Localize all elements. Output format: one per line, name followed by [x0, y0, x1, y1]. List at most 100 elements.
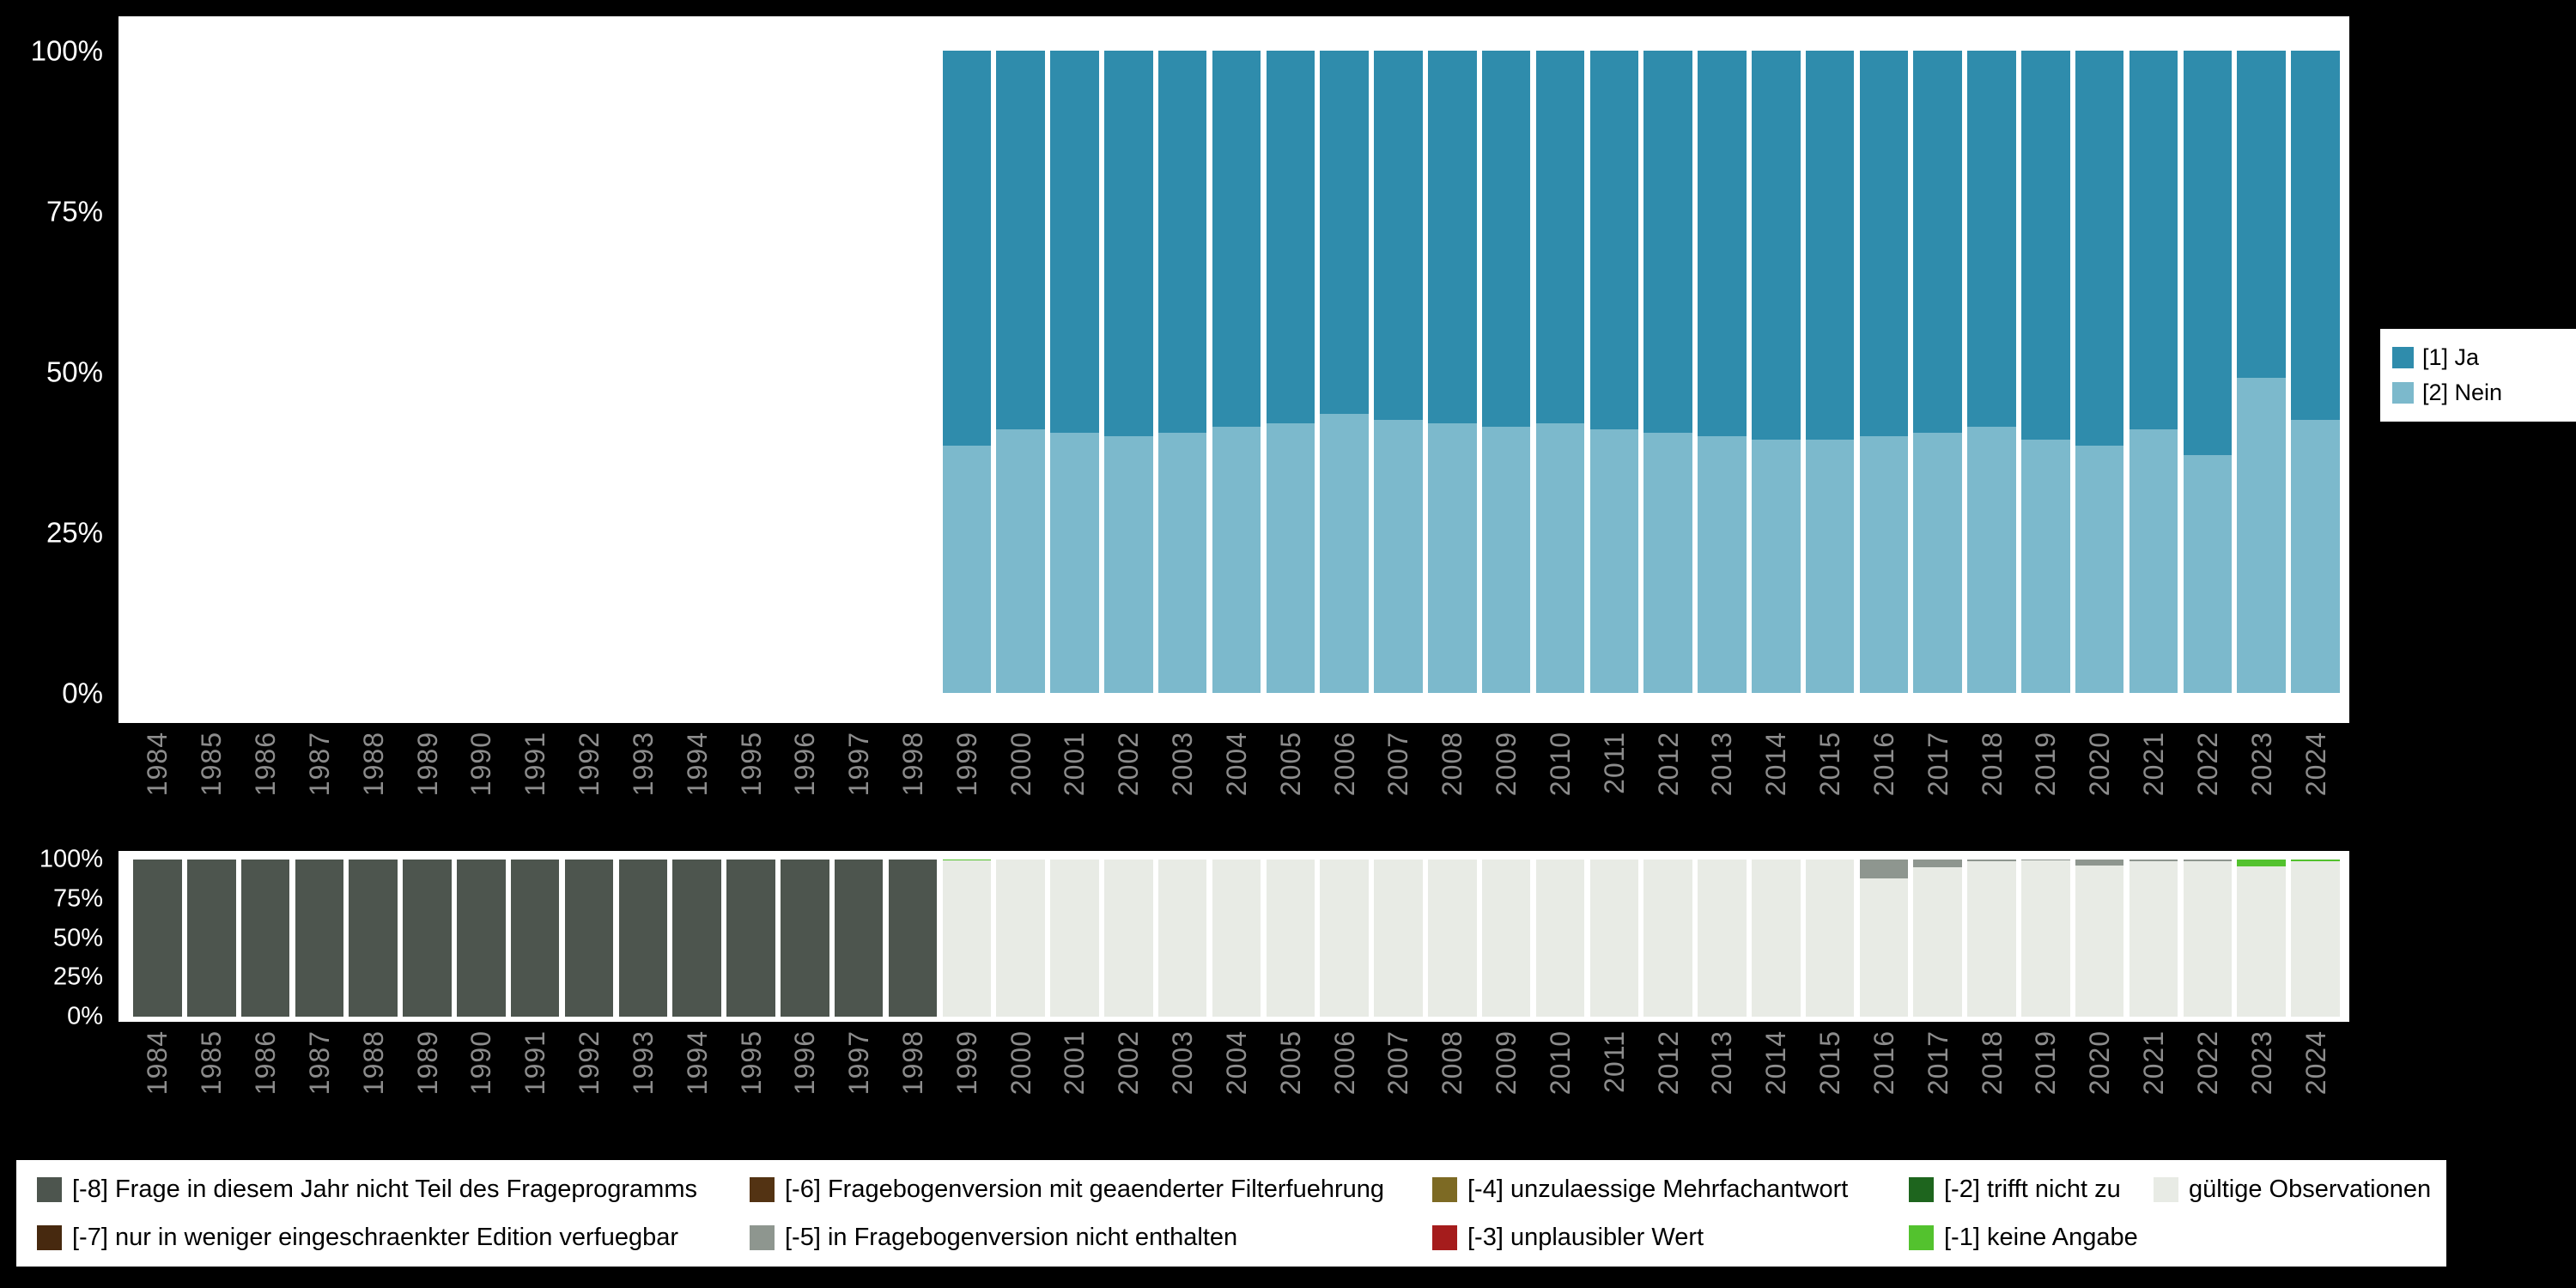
legend-swatch [1432, 1176, 1457, 1202]
bar-slot-2022 [2180, 51, 2234, 693]
bar-segment [1320, 413, 1369, 693]
bar-slot-1990 [454, 860, 508, 1017]
x-label-slot: 2008 [1425, 732, 1479, 848]
y-axis-tick: 0% [67, 1002, 103, 1030]
x-axis-year-label: 1986 [250, 732, 282, 797]
x-axis-year-label: 2022 [2191, 732, 2223, 797]
stacked-bar-2019 [2021, 860, 2070, 1017]
bar-slot-1999 [939, 51, 993, 693]
stacked-bar-2006 [1320, 51, 1369, 693]
x-label-slot: 1999 [939, 1030, 993, 1146]
x-axis-year-label: 2020 [2084, 732, 2116, 797]
x-axis-year-label: 1993 [627, 1030, 659, 1096]
bar-slot-2012 [1641, 860, 1695, 1017]
legend-item: [-1] keine Angabe [1909, 1224, 2154, 1252]
bar-segment [1266, 860, 1315, 1017]
legend-swatch [37, 1224, 62, 1250]
x-axis-year-label: 2024 [2300, 732, 2331, 797]
stacked-bar-2021 [2129, 860, 2178, 1017]
bar-slot-2002 [1102, 51, 1156, 693]
x-axis-year-label: 2014 [1760, 1030, 1792, 1096]
x-label-slot: 1998 [886, 1030, 940, 1146]
x-axis-year-label: 2001 [1059, 1030, 1091, 1096]
x-axis-year-label: 2023 [2245, 732, 2277, 797]
bar-slot-2004 [1210, 860, 1264, 1017]
bar-slot-1985 [185, 51, 239, 693]
bar-segment [1967, 860, 2016, 861]
x-label-slot: 1994 [670, 1030, 724, 1146]
bar-segment [2183, 860, 2233, 861]
x-label-slot: 2016 [1857, 1030, 1911, 1146]
legend-item: [-8] Frage in diesem Jahr nicht Teil des… [37, 1176, 750, 1204]
x-axis-year-label: 2005 [1274, 732, 1306, 797]
x-axis-year-label: 2021 [2138, 732, 2170, 797]
x-axis-year-label: 2015 [1814, 1030, 1846, 1096]
x-label-slot: 1984 [131, 1030, 185, 1146]
stacked-bar-2008 [1428, 860, 1477, 1017]
stacked-bar-2017 [1913, 860, 1962, 1017]
bar-slot-2001 [1048, 51, 1102, 693]
legend-swatch [750, 1176, 775, 1202]
bar-segment [1212, 860, 1261, 1017]
stacked-bar-1984 [133, 860, 182, 1017]
x-label-slot: 1986 [239, 1030, 293, 1146]
bar-segment [2075, 860, 2124, 866]
bar-segment [133, 860, 182, 1017]
y-axis-tick: 25% [46, 516, 103, 549]
legend-item: [1] Ja [2392, 344, 2564, 371]
stacked-bar-1995 [726, 51, 775, 693]
bar-slot-1993 [616, 51, 670, 693]
x-label-slot: 2000 [993, 732, 1048, 848]
bar-slot-2012 [1641, 51, 1695, 693]
legend-item: [2] Nein [2392, 380, 2564, 406]
bar-segment [996, 429, 1045, 693]
x-axis-year-label: 2018 [1976, 732, 2008, 797]
bar-slot-2014 [1749, 860, 1803, 1017]
x-label-slot: 1988 [346, 1030, 400, 1146]
x-label-slot: 2010 [1534, 732, 1588, 848]
bar-segment [2291, 51, 2340, 421]
x-axis-year-label: 2009 [1491, 1030, 1522, 1096]
x-label-slot: 2004 [1210, 1030, 1264, 1146]
stacked-bar-2014 [1751, 51, 1801, 693]
x-axis-year-label: 1984 [142, 1030, 173, 1096]
y-axis-tick: 75% [46, 195, 103, 228]
x-label-slot: 2014 [1749, 732, 1803, 848]
bar-slot-2005 [1263, 860, 1317, 1017]
bar-segment [295, 860, 344, 1017]
bar-segment [2075, 866, 2124, 1017]
stacked-bar-1988 [349, 860, 398, 1017]
bar-segment [1805, 860, 1855, 1017]
bar-segment [1157, 860, 1207, 1017]
bar-segment [1589, 860, 1639, 1017]
x-axis-year-label: 2014 [1760, 732, 1792, 797]
stacked-bar-2022 [2183, 51, 2233, 693]
x-label-slot: 1991 [508, 1030, 562, 1146]
bar-slot-1987 [292, 51, 346, 693]
bar-slot-2020 [2073, 860, 2127, 1017]
stacked-bar-1986 [241, 51, 290, 693]
x-axis-year-label: 2019 [2030, 732, 2062, 797]
x-axis-year-label: 1999 [951, 732, 982, 797]
stacked-bar-2022 [2183, 860, 2233, 1017]
x-axis-year-label: 1998 [897, 732, 928, 797]
x-label-slot: 1992 [562, 732, 617, 848]
x-axis-year-label: 2003 [1167, 732, 1199, 797]
stacked-bar-2012 [1643, 51, 1692, 693]
x-label-slot: 2006 [1317, 732, 1371, 848]
x-axis-year-label: 1995 [735, 1030, 767, 1096]
bar-slot-1990 [454, 51, 508, 693]
stacked-bar-2021 [2129, 51, 2178, 693]
stacked-bar-2001 [1050, 860, 1099, 1017]
x-label-slot: 2022 [2180, 732, 2234, 848]
stacked-bar-2004 [1212, 860, 1261, 1017]
stacked-bar-2010 [1535, 860, 1585, 1017]
x-axis-year-label: 2012 [1652, 732, 1684, 797]
legend-label: [2] Nein [2422, 380, 2503, 405]
legend-item: [-6] Fragebogenversion mit geaenderter F… [750, 1176, 1432, 1204]
bar-segment [1157, 433, 1207, 693]
bar-slot-2018 [1965, 860, 2019, 1017]
x-label-slot: 2002 [1102, 732, 1156, 848]
x-label-slot: 2015 [1803, 732, 1857, 848]
stacked-bar-2002 [1104, 51, 1153, 693]
